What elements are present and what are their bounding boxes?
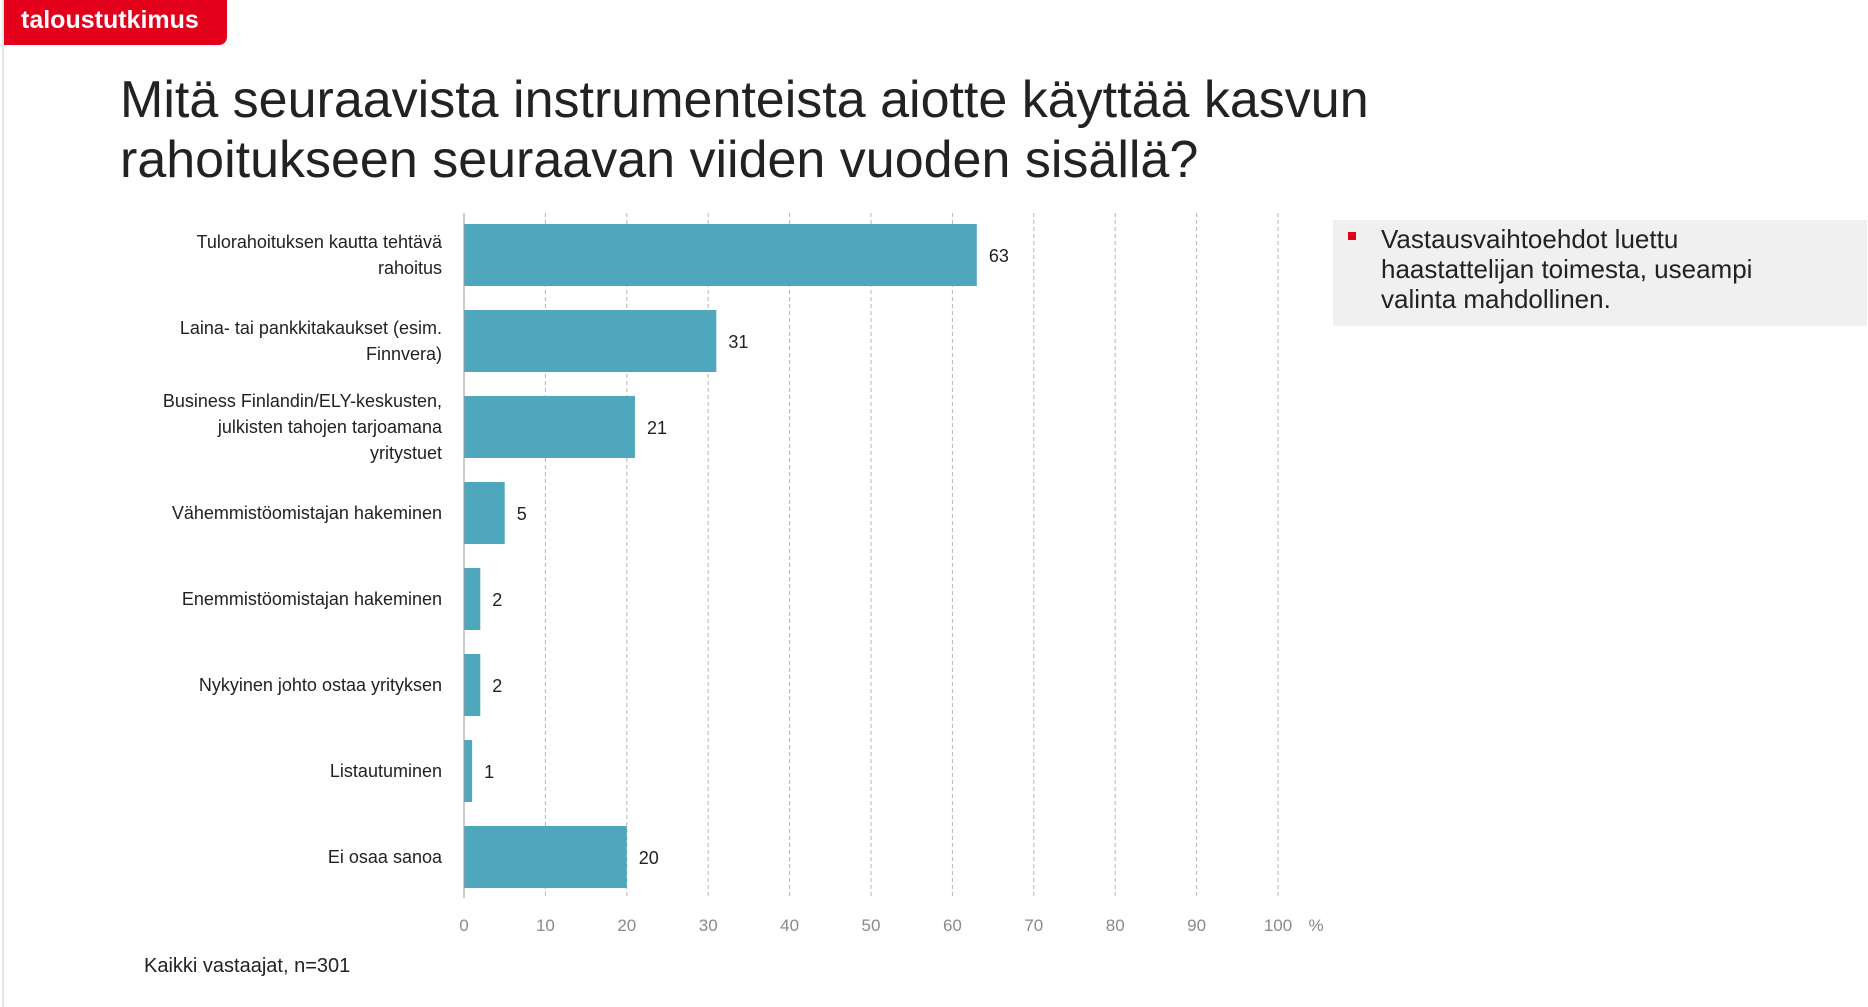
category-label: Listautuminen [330,761,442,781]
bar-value-label: 20 [639,848,659,868]
bar-value-label: 31 [728,332,748,352]
bar [464,310,717,372]
x-unit-label: % [1308,916,1323,935]
bar [464,740,473,802]
category-label: Ei osaa sanoa [328,847,443,867]
bar-value-label: 2 [492,590,502,610]
bar-value-label: 5 [517,504,527,524]
x-tick-label: 60 [943,916,962,935]
category-label: Enemmistöomistajan hakeminen [182,589,442,609]
bar-value-label: 63 [989,246,1009,266]
x-tick-label: 50 [862,916,881,935]
bar [464,224,977,286]
category-label: Laina- tai pankkitakaukset (esim. Finnver… [180,318,442,364]
bar-value-label: 2 [492,676,502,696]
x-tick-label: 100 [1264,916,1292,935]
x-tick-label: 70 [1024,916,1043,935]
x-tick-label: 90 [1187,916,1206,935]
bullet-square-icon [1348,232,1356,240]
bar [464,826,627,888]
x-tick-label: 10 [536,916,555,935]
bar-value-label: 21 [647,418,667,438]
sample-footnote: Kaikki vastaajat, n=301 [144,955,351,977]
x-tick-label: 30 [699,916,718,935]
bar [464,482,505,544]
note-box: Vastausvaihtoehdot luettu haastattelijan… [1333,220,1867,326]
note-text: Vastausvaihtoehdot luettu haastattelijan… [1381,224,1753,314]
bar [464,396,635,458]
x-tick-label: 0 [459,916,468,935]
x-tick-label: 20 [617,916,636,935]
bar [464,568,481,630]
brand-logo: taloustutkimus [4,0,227,45]
bar [464,654,481,716]
bar-value-label: 1 [484,762,494,782]
category-label: Vähemmistöomistajan hakeminen [172,503,442,523]
category-label: Tulorahoituksen kautta tehtävä rahoitus [197,232,443,278]
x-tick-label: 40 [780,916,799,935]
category-label: Business Finlandin/ELY-keskusten, julkist… [163,391,443,463]
category-label: Nykyinen johto ostaa yrityksen [199,675,442,695]
left-edge-rule [2,0,4,1007]
page-title: Mitä seuraavista instrumenteista aiotte … [120,71,1369,189]
x-tick-label: 80 [1106,916,1125,935]
